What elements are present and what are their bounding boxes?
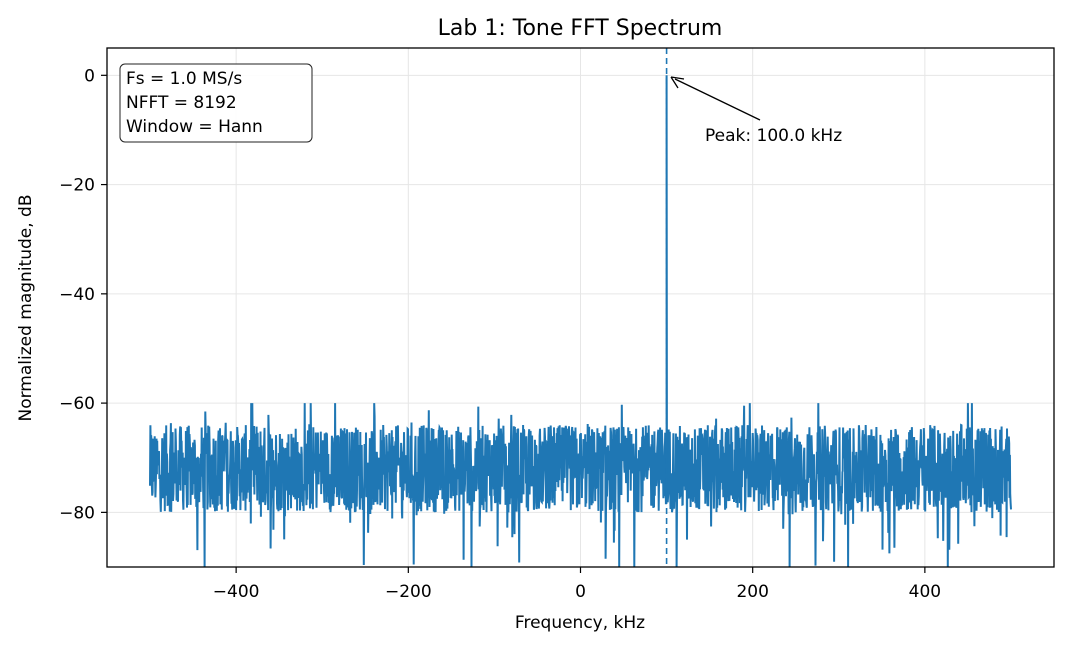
- peak-annotation: Peak: 100.0 kHz: [670, 76, 842, 146]
- spectrum-line: [149, 75, 1012, 567]
- plot-area: [149, 48, 1012, 567]
- annotation-text: Peak: 100.0 kHz: [705, 126, 842, 146]
- y-tick-label: −60: [59, 394, 95, 414]
- x-tick-label: 0: [575, 582, 586, 602]
- annotation-arrowhead: [670, 76, 685, 89]
- info-line-fs: Fs = 1.0 MS/s: [126, 69, 242, 89]
- y-axis-ticks: 0 −20 −40 −60 −80: [59, 66, 107, 523]
- info-line-nfft: NFFT = 8192: [126, 93, 237, 113]
- chart-title: Lab 1: Tone FFT Spectrum: [438, 16, 723, 41]
- y-tick-label: −80: [59, 503, 95, 523]
- info-line-window: Window = Hann: [126, 117, 263, 137]
- info-box: Fs = 1.0 MS/s NFFT = 8192 Window = Hann: [119, 63, 313, 143]
- annotation-arrow: [674, 78, 761, 121]
- x-tick-label: −400: [213, 582, 260, 602]
- y-tick-label: −40: [59, 285, 95, 305]
- x-axis-label: Frequency, kHz: [515, 613, 645, 633]
- y-tick-label: 0: [84, 66, 95, 86]
- x-tick-label: 400: [909, 582, 941, 602]
- axes-frame: [106, 47, 1055, 568]
- y-axis-label: Normalized magnitude, dB: [16, 194, 36, 421]
- x-tick-label: 200: [736, 582, 768, 602]
- x-tick-label: −200: [385, 582, 432, 602]
- y-tick-label: −20: [59, 176, 95, 196]
- x-axis-ticks: −400 −200 0 200 400: [213, 567, 941, 602]
